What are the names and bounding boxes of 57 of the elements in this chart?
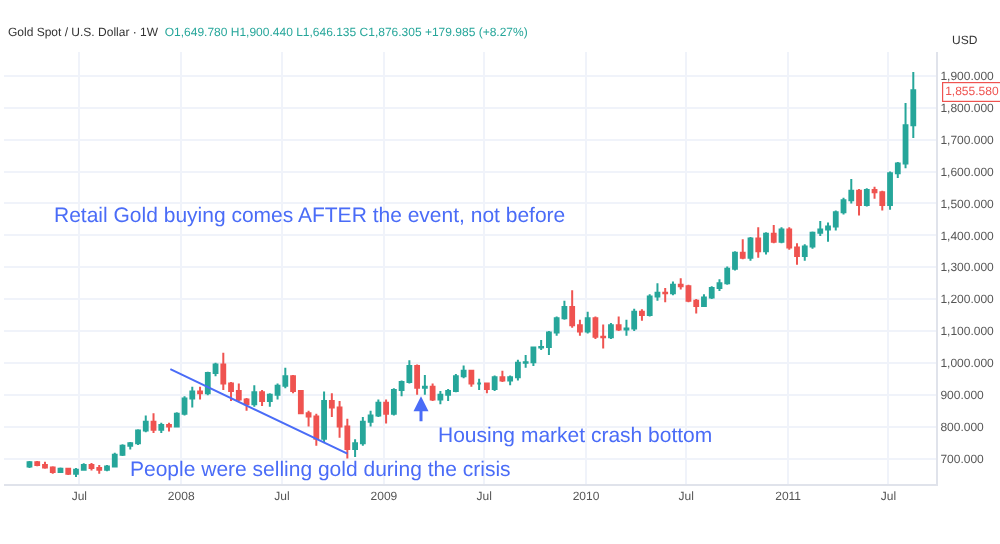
candlestick (739, 238, 746, 261)
candlestick (639, 308, 645, 322)
annotation: Retail Gold buying comes AFTER the event, not before (54, 204, 566, 228)
candlestick (80, 462, 87, 471)
candlestick (259, 388, 265, 407)
candlestick (383, 398, 389, 425)
candlestick (584, 310, 591, 335)
candlestick (662, 286, 669, 304)
candlestick (96, 463, 103, 475)
candlestick (313, 412, 320, 447)
candlestick (197, 385, 203, 401)
candlestick (34, 460, 41, 468)
candlestick (49, 466, 56, 475)
candlestick (390, 387, 397, 417)
candlestick (88, 461, 95, 472)
candlestick (437, 389, 444, 406)
candlestick (708, 285, 715, 301)
candlestick (189, 385, 196, 409)
candlestick (251, 384, 258, 408)
candlestick (615, 315, 622, 332)
candlestick (600, 323, 607, 350)
annotation: People were selling gold during the crisis (130, 458, 511, 482)
candlestick (421, 373, 428, 396)
candlestick (266, 392, 273, 408)
candlestick (65, 467, 72, 477)
candlestick (856, 188, 862, 217)
candlestick (631, 307, 638, 332)
candlestick (468, 368, 475, 388)
candlestick (499, 369, 506, 383)
candlestick (73, 467, 79, 478)
candlestick (491, 374, 498, 392)
candlestick (755, 226, 762, 259)
candlestick (429, 382, 436, 403)
candlestick (42, 460, 48, 470)
candlestick (476, 377, 483, 391)
candlestick (863, 187, 870, 208)
candlestick (204, 370, 211, 397)
candlestick (452, 373, 459, 394)
candlestick (484, 381, 490, 395)
candlestick (158, 421, 165, 434)
candlestick (515, 358, 521, 382)
annotation: Housing market crash bottom (438, 424, 713, 448)
candlestick (166, 421, 172, 433)
candlestick (608, 322, 614, 340)
candlestick (763, 231, 769, 256)
candlestick (670, 280, 676, 297)
candlestick (375, 398, 382, 419)
candlestick (111, 451, 118, 469)
candlestick (414, 363, 421, 396)
candlestick (235, 382, 242, 403)
candlestick (150, 412, 157, 434)
candlestick (887, 170, 893, 211)
candlestick (770, 224, 777, 245)
candlestick (569, 289, 576, 329)
candlestick (879, 189, 886, 212)
candlestick (701, 293, 707, 309)
candlestick (321, 390, 327, 443)
